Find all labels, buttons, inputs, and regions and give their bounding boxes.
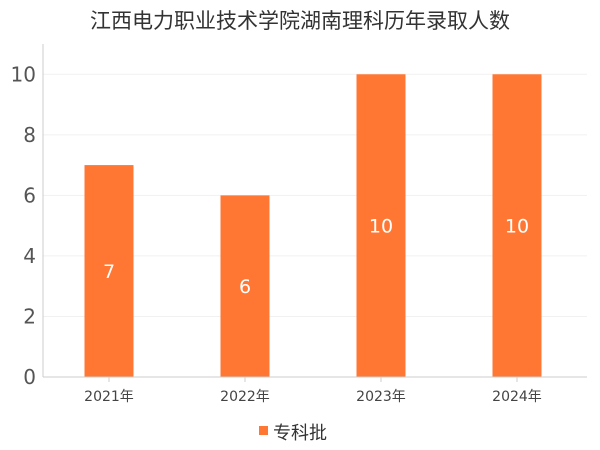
x-tick-label: 2022年 [220, 389, 270, 405]
bar-series: 7 6 10 10 [84, 74, 542, 377]
y-tick-label: 4 [23, 244, 36, 268]
legend[interactable]: 专科批 [259, 423, 327, 444]
x-tick-label: 2024年 [492, 389, 542, 405]
bar[interactable] [84, 165, 134, 377]
x-axis: 2021年 2022年 2023年 2024年 [43, 376, 587, 405]
y-tick-label: 0 [23, 365, 36, 389]
y-tick-label: 10 [11, 62, 36, 86]
bar-value-label: 7 [103, 261, 115, 283]
y-tick-label: 6 [23, 183, 36, 207]
legend-label: 专科批 [273, 423, 327, 444]
x-tick-label: 2023年 [356, 389, 406, 405]
chart-title: 江西电力职业技术学院湖南理科历年录取人数 [90, 9, 510, 33]
y-tick-label: 8 [23, 123, 36, 147]
bar[interactable] [356, 74, 406, 377]
bar-value-label: 6 [239, 276, 251, 298]
y-tick-label: 2 [23, 304, 36, 328]
bar[interactable] [492, 74, 542, 377]
bar-value-label: 10 [505, 216, 529, 238]
bar-value-label: 10 [369, 216, 393, 238]
y-axis: 0 2 4 6 8 10 [11, 44, 44, 389]
bar[interactable] [220, 195, 270, 377]
x-tick-label: 2021年 [84, 389, 134, 405]
legend-swatch [259, 426, 268, 435]
